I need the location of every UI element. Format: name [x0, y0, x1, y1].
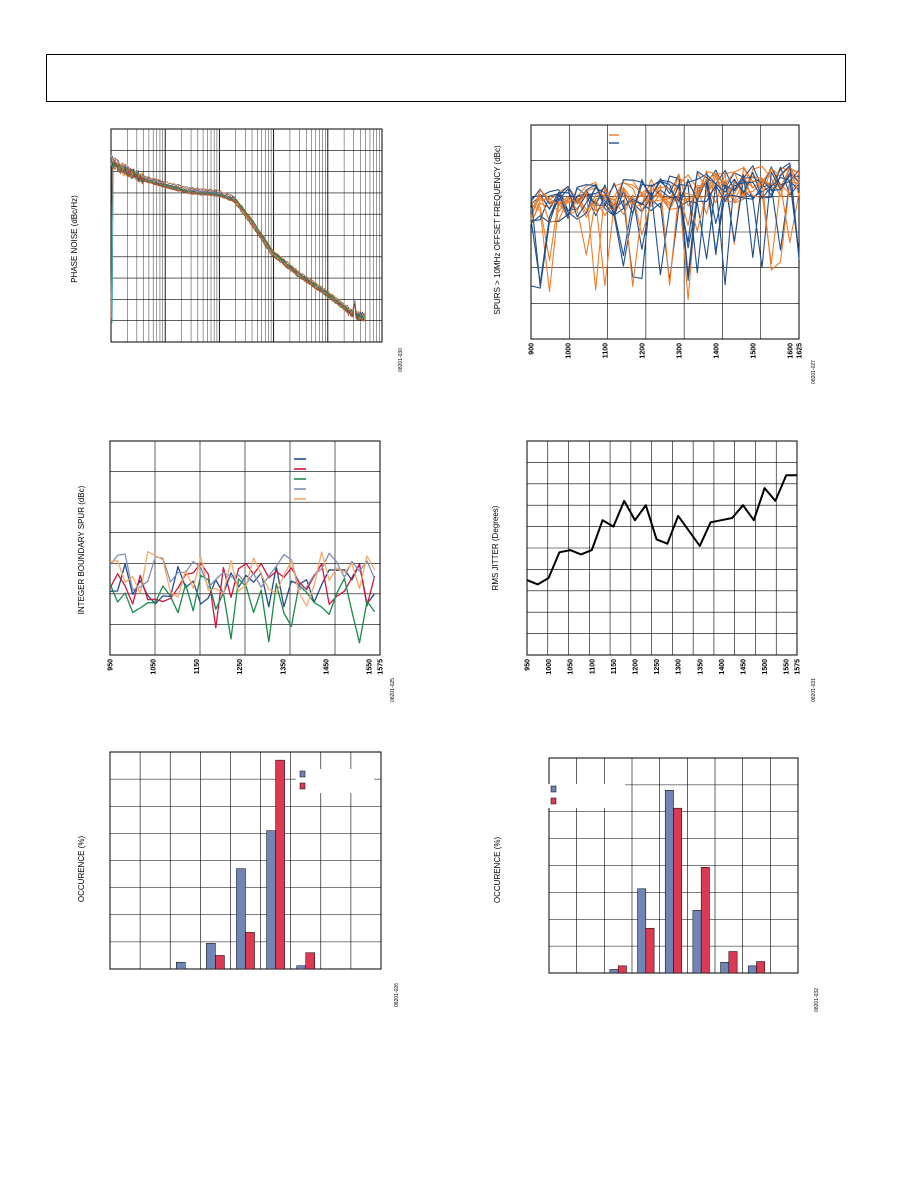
phase-noise-figure-id: 08201-030	[398, 348, 404, 372]
occurrence-1-legend-swatch	[299, 782, 306, 790]
rms-jitter-x-tick-label: 1575	[795, 659, 802, 675]
occurrence-2-bar	[747, 965, 757, 974]
integer-boundary-x-tick-label: 1150	[194, 659, 201, 674]
integer-boundary-figure-id: 08201-025	[390, 678, 396, 702]
spurs-series-line	[530, 176, 800, 287]
integer-boundary-x-tick-label: 1050	[151, 659, 158, 675]
phase-noise-series-line	[110, 155, 366, 317]
rms-jitter-x-tick-label: 1100	[589, 659, 596, 674]
occurrence-2-figure-id: 08201-032	[814, 988, 820, 1012]
integer-boundary-series-line	[109, 552, 376, 591]
integer-boundary-series-line	[109, 574, 376, 644]
spurs-series-line	[530, 165, 800, 285]
spurs-ylabel: SPURS > 10MHz OFFSET FREQUENCY (dBc)	[493, 145, 502, 315]
rms-jitter-x-tick-label: 1550	[784, 659, 791, 675]
spurs-x-tick-label: 1000	[565, 343, 572, 359]
occurrence-1-bar	[215, 955, 225, 970]
integer-boundary-ylabel: INTEGER BOUNDARY SPUR (dBc)	[77, 485, 86, 614]
occurrence-2-ylabel: OCCURENCE (%)	[493, 837, 502, 904]
rms-jitter-x-tick-label: 1450	[741, 659, 748, 675]
rms-jitter-x-tick-label: 1050	[568, 659, 575, 675]
occurrence-2-bar	[664, 790, 674, 974]
phase-noise-series-line	[110, 163, 365, 321]
occurrence-1-figure-id: 08201-026	[394, 983, 400, 1007]
occurrence-1-ylabel: OCCURENCE (%)	[77, 836, 86, 903]
phase-noise-series-line	[110, 161, 365, 322]
rms-jitter-figure-id: 08201-031	[811, 678, 817, 702]
occurrence-2-bar	[728, 951, 738, 974]
occurrence-1-legend-bg	[296, 781, 374, 793]
spurs-x-tick-label: 1400	[713, 343, 720, 359]
spurs-x-tick-label: 1100	[602, 343, 609, 358]
spurs-x-tick-label: 1600	[787, 343, 794, 359]
phase-noise-ylabel: PHASE NOISE (dBc/Hz)	[70, 195, 79, 283]
rms-jitter-x-tick-label: 1000	[546, 659, 553, 675]
phase-noise-series-line	[110, 159, 366, 320]
occurrence-1-bar	[245, 932, 255, 970]
spurs-series-line	[530, 171, 800, 289]
rms-jitter-x-tick-label: 1400	[719, 659, 726, 675]
spurs-series-line	[530, 166, 800, 286]
occurrence-1-bar	[275, 759, 285, 970]
occurrence-2-legend-swatch	[550, 785, 557, 793]
rms-jitter-ylabel: RMS JITTER (Degrees)	[491, 505, 500, 590]
occurrence-1-legend-bg	[296, 769, 374, 781]
occurrence-2-bar	[673, 807, 683, 974]
occurrence-2-bar	[720, 962, 730, 974]
spurs-x-tick-label: 1300	[676, 343, 683, 359]
rms-jitter-x-tick-label: 1500	[762, 659, 769, 675]
rms-jitter-series-line	[526, 474, 797, 586]
spurs-series-line	[530, 167, 800, 291]
integer-boundary-x-tick-label: 1550	[367, 659, 374, 675]
integer-boundary-x-tick-label: 1575	[378, 659, 385, 675]
rms-jitter-x-tick-label: 1300	[676, 659, 683, 675]
integer-boundary-x-tick-label: 1450	[324, 659, 331, 675]
rms-jitter-x-tick-label: 1250	[654, 659, 661, 675]
spurs-x-tick-label: 1200	[639, 343, 646, 359]
occurrence-2-bar	[756, 961, 766, 974]
spurs-x-tick-label: 1500	[750, 343, 757, 359]
occurrence-2-legend-bg	[547, 784, 625, 796]
occurrence-2-bar	[609, 969, 619, 974]
integer-boundary-series-line	[109, 551, 376, 607]
occurrence-2-bar	[645, 927, 655, 974]
occurrence-1-bar	[175, 961, 186, 970]
occurrence-2-bar	[617, 965, 627, 974]
occurrence-2-legend-bg	[547, 796, 625, 808]
rms-jitter-x-tick-label: 1150	[611, 659, 618, 674]
spurs-x-tick-label: 900	[529, 343, 536, 355]
integer-boundary-x-tick-label: 950	[108, 659, 115, 671]
rms-jitter-x-tick-label: 1200	[633, 659, 640, 675]
integer-boundary-x-tick-label: 1350	[280, 659, 287, 675]
rms-jitter-x-tick-label: 950	[525, 659, 532, 671]
occurrence-2-bar	[637, 888, 647, 974]
integer-boundary-series-line	[109, 562, 376, 629]
occurrence-1-bar	[236, 868, 246, 970]
spurs-figure-id: 08201-027	[811, 360, 817, 384]
occurrence-2-legend-swatch	[550, 797, 557, 805]
occurrence-1-legend-swatch	[299, 770, 306, 778]
spurs-x-tick-label: 1625	[797, 343, 804, 359]
page-header-box	[46, 54, 846, 102]
occurrence-2-bar	[692, 910, 702, 974]
rms-jitter-x-tick-label: 1350	[697, 659, 704, 675]
occurrence-2-bar	[700, 867, 710, 974]
spurs-series-line	[530, 169, 800, 279]
integer-boundary-x-tick-label: 1250	[237, 659, 244, 675]
occurrence-1-bar	[305, 952, 316, 970]
